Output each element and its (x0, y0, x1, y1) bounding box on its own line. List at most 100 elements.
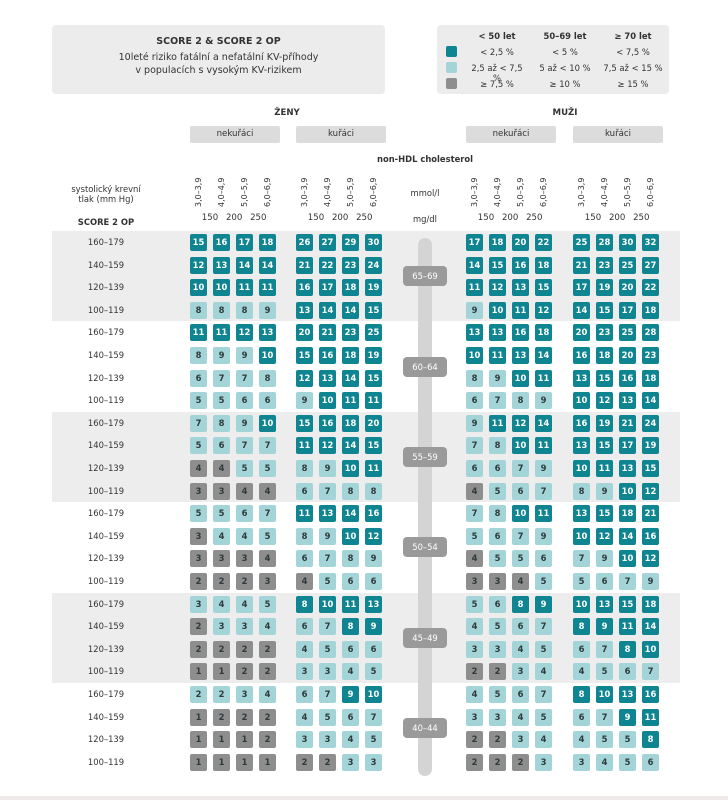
risk-cell: 2 (236, 663, 253, 681)
risk-cell: 6 (573, 708, 590, 726)
bp-row-label: 120–139 (87, 463, 125, 473)
legend-swatch-low (446, 78, 457, 89)
risk-cell: 30 (365, 234, 382, 251)
risk-cell: 3 (489, 573, 506, 590)
y-axis-label-line-2: tlak (mm Hg) (78, 194, 134, 204)
risk-cell: 6 (512, 686, 529, 703)
risk-cell: 4 (535, 663, 552, 681)
risk-cell: 17 (236, 234, 253, 251)
risk-cell: 4 (466, 550, 483, 568)
risk-cell: 14 (466, 256, 483, 274)
non-hdl-cholesterol-label: non-HDL cholesterol (376, 154, 474, 164)
risk-cell: 7 (512, 527, 529, 545)
risk-cell: 25 (619, 324, 636, 342)
risk-cell: 11 (342, 392, 359, 410)
risk-cell: 9 (535, 595, 552, 613)
risk-cell: 6 (296, 686, 313, 703)
risk-cell: 4 (190, 460, 207, 477)
risk-cell: 8 (619, 640, 636, 658)
risk-cell: 3 (573, 753, 590, 771)
risk-cell: 7 (466, 505, 483, 523)
risk-cell: 2 (489, 731, 506, 749)
risk-cell: 11 (365, 460, 382, 477)
risk-cell: 16 (296, 279, 313, 297)
bp-row-label: 140–159 (87, 621, 125, 632)
age-group-label: 45–49 (403, 627, 447, 648)
risk-cell: 13 (319, 505, 336, 523)
risk-cell: 22 (535, 234, 552, 251)
risk-cell: 4 (213, 527, 230, 545)
bp-row-label: 100–119 (87, 485, 125, 496)
risk-cell: 15 (535, 279, 552, 297)
risk-cell: 4 (466, 482, 483, 500)
risk-cell: 3 (466, 640, 483, 658)
risk-cell: 6 (512, 618, 529, 636)
risk-cell: 9 (596, 482, 613, 500)
risk-cell: 6 (489, 595, 506, 613)
men-nonsmokers-label: nekuřáci (466, 126, 556, 143)
risk-cell: 16 (512, 256, 529, 274)
risk-cell: 9 (319, 460, 336, 477)
risk-cell: 15 (596, 437, 613, 455)
risk-cell: 1 (190, 731, 207, 749)
risk-cell: 9 (342, 686, 359, 703)
risk-cell: 8 (296, 460, 313, 477)
risk-cell: 3 (319, 731, 336, 749)
risk-cell: 9 (213, 347, 230, 364)
bp-row-label: 160–179 (87, 508, 125, 519)
risk-cell: 3 (190, 482, 207, 500)
risk-cell: 23 (342, 324, 359, 342)
risk-cell: 2 (466, 663, 483, 681)
bp-row-label: 100–119 (87, 395, 125, 406)
risk-cell: 3 (213, 618, 230, 636)
risk-cell: 9 (466, 414, 483, 432)
risk-cell: 8 (342, 618, 359, 636)
risk-cell: 9 (365, 550, 382, 568)
risk-cell: 3 (190, 527, 207, 545)
risk-cell: 6 (342, 708, 359, 726)
risk-cell: 7 (596, 640, 613, 658)
risk-cell: 10 (466, 347, 483, 364)
risk-cell: 15 (619, 595, 636, 613)
risk-cell: 3 (512, 663, 529, 681)
risk-cell: 2 (213, 640, 230, 658)
risk-cell: 4 (466, 686, 483, 703)
risk-cell: 11 (489, 414, 506, 432)
risk-cell: 1 (213, 663, 230, 681)
risk-cell: 1 (259, 753, 276, 771)
bp-row-label: 100–119 (87, 666, 125, 677)
risk-cell: 3 (190, 550, 207, 568)
risk-cell: 3 (489, 708, 506, 726)
risk-cell: 3 (213, 550, 230, 568)
risk-cell: 10 (319, 595, 336, 613)
risk-cell: 4 (466, 618, 483, 636)
risk-cell: 4 (236, 595, 253, 613)
x-category-label: 6,0–6,9 (646, 177, 655, 207)
risk-cell: 7 (259, 505, 276, 523)
risk-cell: 4 (259, 550, 276, 568)
bottom-strip (0, 796, 728, 800)
risk-cell: 18 (642, 595, 659, 613)
risk-cell: 2 (296, 753, 313, 771)
risk-cell: 3 (296, 663, 313, 681)
risk-cell: 6 (365, 573, 382, 590)
risk-cell: 11 (190, 324, 207, 342)
risk-cell: 5 (596, 663, 613, 681)
risk-cell: 24 (365, 256, 382, 274)
risk-cell: 15 (365, 369, 382, 387)
risk-cell: 5 (489, 686, 506, 703)
risk-cell: 2 (236, 640, 253, 658)
bp-row-label: 140–159 (87, 259, 125, 270)
risk-cell: 16 (573, 414, 590, 432)
risk-cell: 5 (619, 753, 636, 771)
risk-cell: 15 (489, 256, 506, 274)
x-category-label: 3,0–3,9 (577, 177, 586, 207)
risk-cell: 11 (259, 279, 276, 297)
risk-cell: 13 (512, 347, 529, 364)
risk-cell: 18 (342, 347, 359, 364)
risk-cell: 7 (535, 618, 552, 636)
risk-cell: 5 (535, 640, 552, 658)
risk-cell: 9 (489, 369, 506, 387)
risk-cell: 2 (190, 640, 207, 658)
risk-cell: 14 (236, 256, 253, 274)
